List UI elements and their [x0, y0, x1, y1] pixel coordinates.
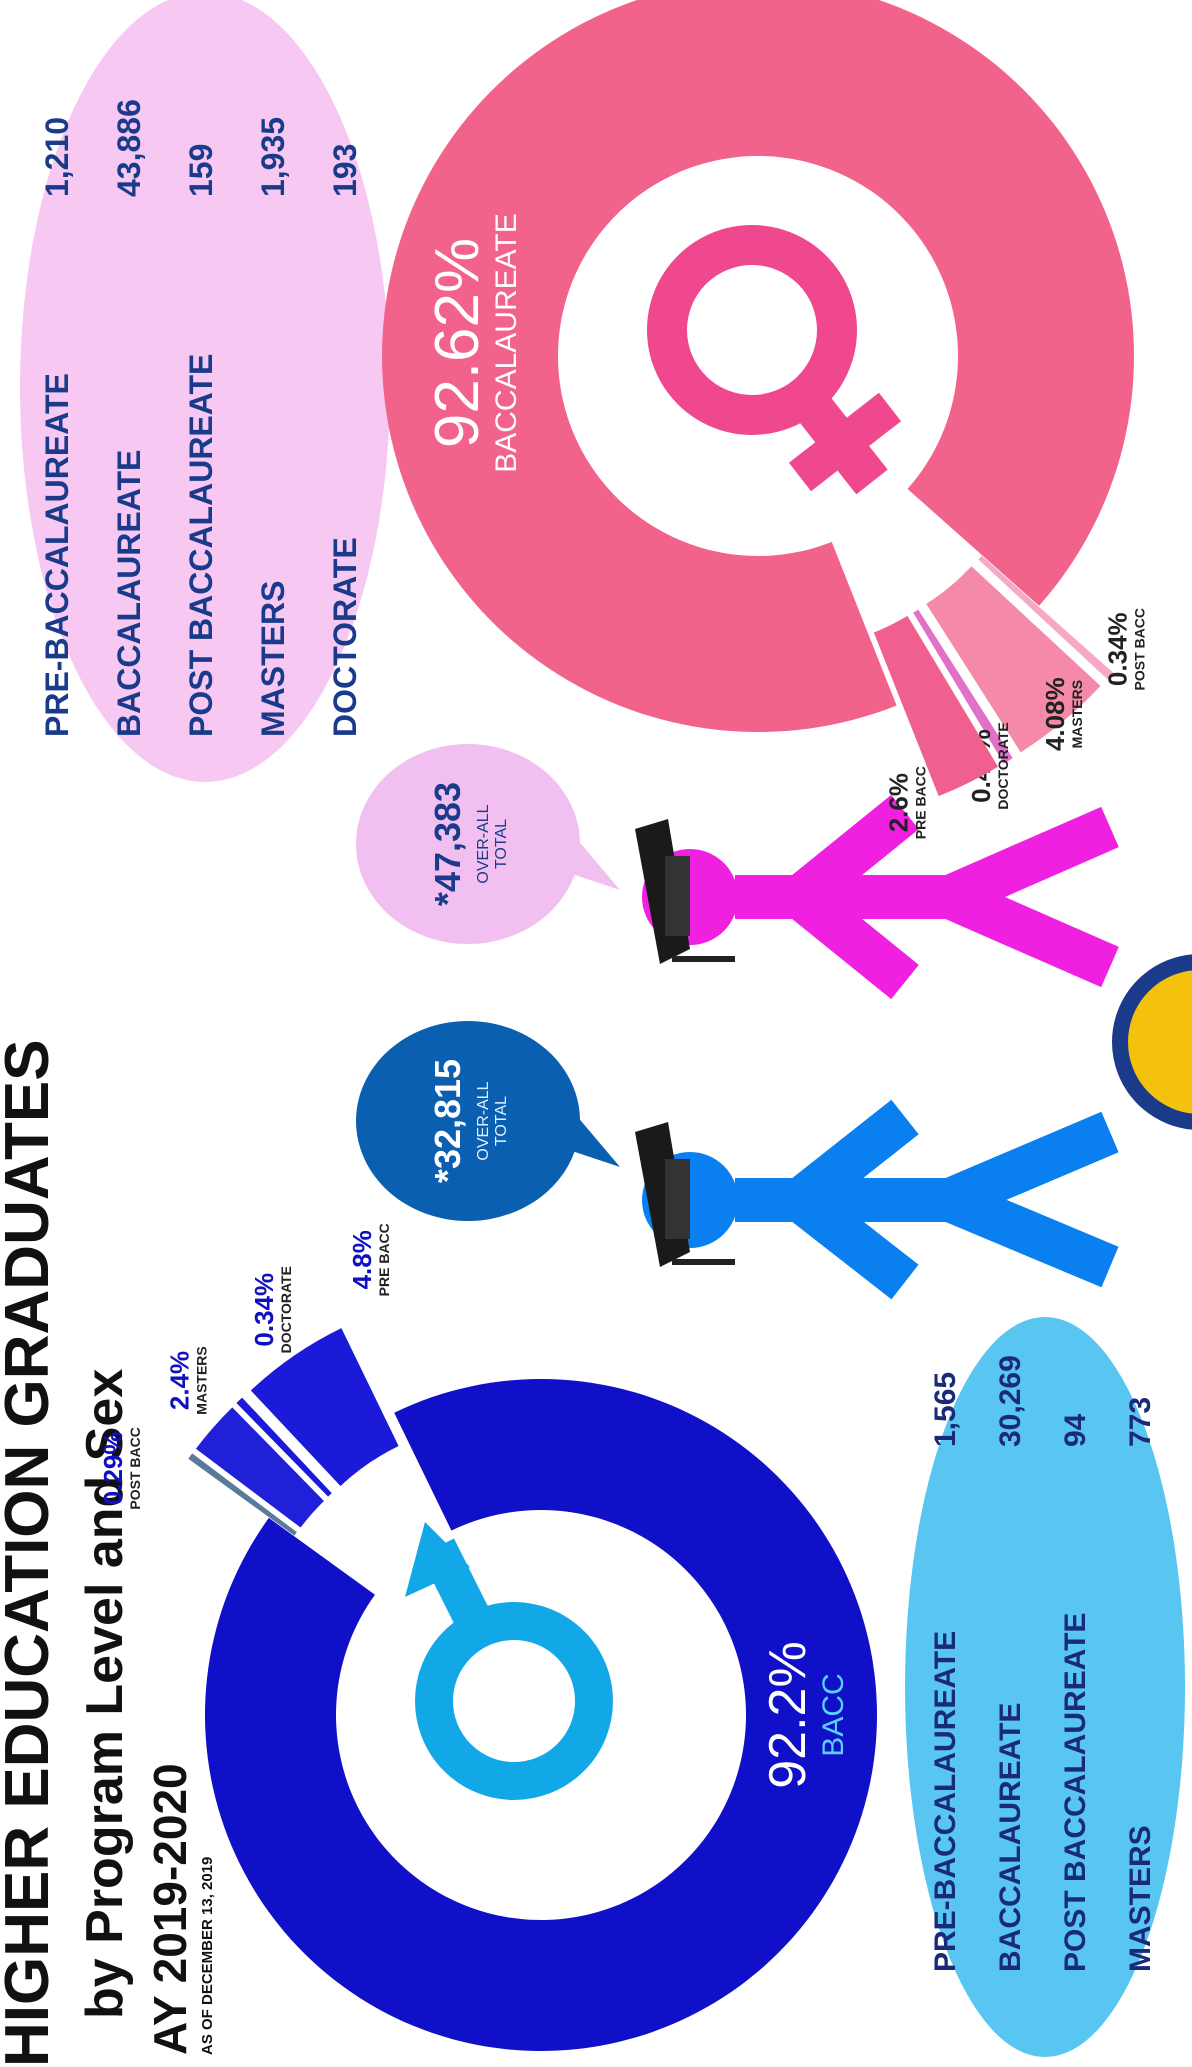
total-bubble — [560, 825, 620, 890]
seal — [1112, 954, 1192, 1130]
segment-label: MASTERS — [1069, 680, 1085, 748]
total-bubble — [356, 1021, 580, 1221]
segment-value-label: 0.29% — [98, 1431, 128, 1505]
donut-segment — [926, 566, 1101, 753]
total-caption: OVER-ALL — [475, 1081, 492, 1160]
legend-count: 159 — [183, 144, 219, 197]
legend-count: 43,886 — [111, 99, 147, 197]
legend-count: 94 — [1059, 1413, 1092, 1447]
segment-label: BACC — [817, 1673, 850, 1756]
total-caption: OVER-ALL — [475, 804, 492, 883]
female-legend-bg — [20, 0, 390, 782]
male-legend-bg — [905, 1317, 1185, 2057]
segment-value-label: 92.62% — [423, 238, 492, 448]
segment-label: POST BACC — [1132, 608, 1148, 690]
segment-label: PRE BACC — [376, 1223, 392, 1296]
legend-label: MASTERS — [1124, 1825, 1157, 1972]
legend-label: DOCTORATE — [327, 537, 363, 737]
segment-value-label: 0.34% — [249, 1273, 279, 1347]
legend-label: BACCALAUREATE — [994, 1703, 1027, 1972]
legend-count: 1,935 — [255, 117, 291, 197]
as-of: AS OF DECEMBER 13, 2019 — [199, 1857, 216, 2055]
male-symbol — [405, 1522, 470, 1597]
segment-value-label: 4.08% — [1040, 677, 1070, 751]
legend-label: MASTERS — [255, 581, 291, 737]
segment-value-label: 92.2% — [759, 1641, 817, 1788]
total-caption: TOTAL — [493, 819, 510, 869]
legend-count: 30,269 — [994, 1355, 1027, 1447]
segment-label: MASTERS — [193, 1346, 209, 1414]
female-figure — [735, 794, 1119, 1000]
grad-cap — [665, 1159, 690, 1239]
male-figure — [735, 1099, 1119, 1300]
segment-value-label: 2.6% — [883, 773, 913, 832]
donut-segment — [250, 1328, 399, 1486]
legend-count: 193 — [327, 144, 363, 197]
donut-segment — [195, 1407, 324, 1528]
legend-count: 773 — [1124, 1397, 1157, 1447]
legend-label: PRE-BACCALAUREATE — [929, 1631, 962, 1972]
donut-segment — [205, 1379, 877, 2051]
segment-value-label: 4.8% — [347, 1230, 377, 1289]
donut-segment — [978, 555, 1114, 680]
donut-segment — [382, 0, 1135, 732]
donut-segment — [188, 1453, 297, 1536]
segment-value-label: 0.34% — [1103, 612, 1133, 686]
legend-label: POST BACCALAUREATE — [1059, 1613, 1092, 1972]
legend-label: BACCALAUREATE — [111, 450, 147, 737]
segment-label: DOCTORATE — [995, 722, 1011, 809]
grad-cap — [665, 856, 690, 936]
female-symbol — [788, 392, 902, 492]
total-bubble — [356, 744, 580, 944]
segment-label: DOCTORATE — [278, 1266, 294, 1353]
donut-segment — [873, 615, 999, 797]
year: AY 2019-2020 — [144, 1763, 196, 2055]
female-symbol — [647, 225, 857, 435]
title: HIGHER EDUCATION GRADUATES — [0, 1039, 62, 2067]
total-caption: TOTAL — [493, 1096, 510, 1146]
total-label: *47,383 — [427, 782, 468, 906]
segment-value-label: 2.4% — [164, 1351, 194, 1410]
legend-label: POST BACCALAUREATE — [183, 354, 219, 737]
segment-label: BACCALAUREATE — [490, 213, 523, 473]
legend-count: 1,565 — [929, 1372, 962, 1447]
total-label: *32,815 — [427, 1059, 468, 1183]
subtitle: by Program Level and Sex — [76, 1369, 134, 2019]
segment-label: PRE BACC — [912, 766, 928, 839]
segment-label: POST BACC — [127, 1427, 143, 1509]
total-bubble — [560, 1102, 620, 1167]
legend-label: PRE-BACCALAUREATE — [39, 373, 75, 737]
donut-segment — [913, 609, 1013, 764]
legend-count: 1,210 — [39, 117, 75, 197]
male-symbol — [415, 1602, 613, 1800]
donut-segment — [236, 1397, 332, 1497]
